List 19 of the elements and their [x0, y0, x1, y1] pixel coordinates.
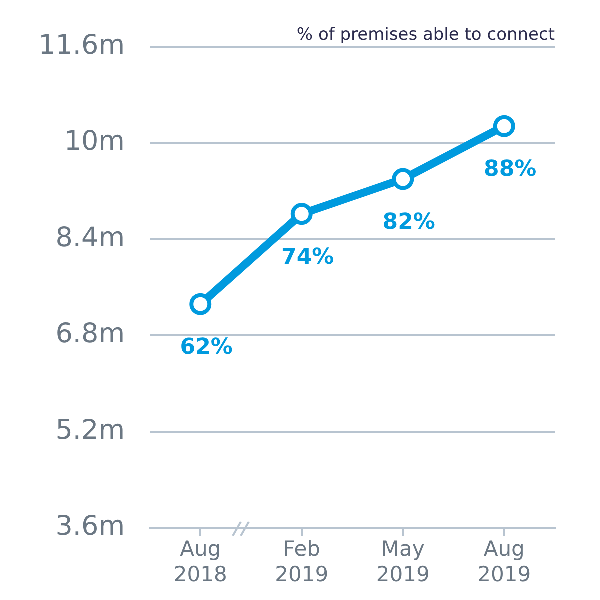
x-tick-label: May 2019	[376, 537, 430, 586]
point	[290, 203, 313, 226]
y-tick-label: 5.2m	[56, 414, 125, 446]
annotation: 74%	[282, 244, 334, 270]
y-tick-label: 6.8m	[56, 318, 125, 350]
point	[190, 293, 212, 316]
y-tick-label: 10m	[64, 126, 125, 158]
y-tick-label: 8.4m	[56, 222, 125, 254]
point	[392, 168, 414, 190]
annotation: 82%	[382, 210, 436, 235]
y-tick-label: 3.6m	[56, 511, 125, 542]
text: % of premises able to connect	[296, 24, 556, 45]
y-tick-label: 11.6m	[38, 30, 125, 62]
x-tick-label: Feb 2019	[275, 537, 329, 586]
annotation: 62%	[180, 335, 233, 360]
point	[493, 115, 516, 138]
annotation: 88%	[484, 157, 537, 182]
x-tick-label: Aug 2019	[478, 537, 532, 586]
x-tick-label: Aug 2018	[174, 537, 228, 586]
